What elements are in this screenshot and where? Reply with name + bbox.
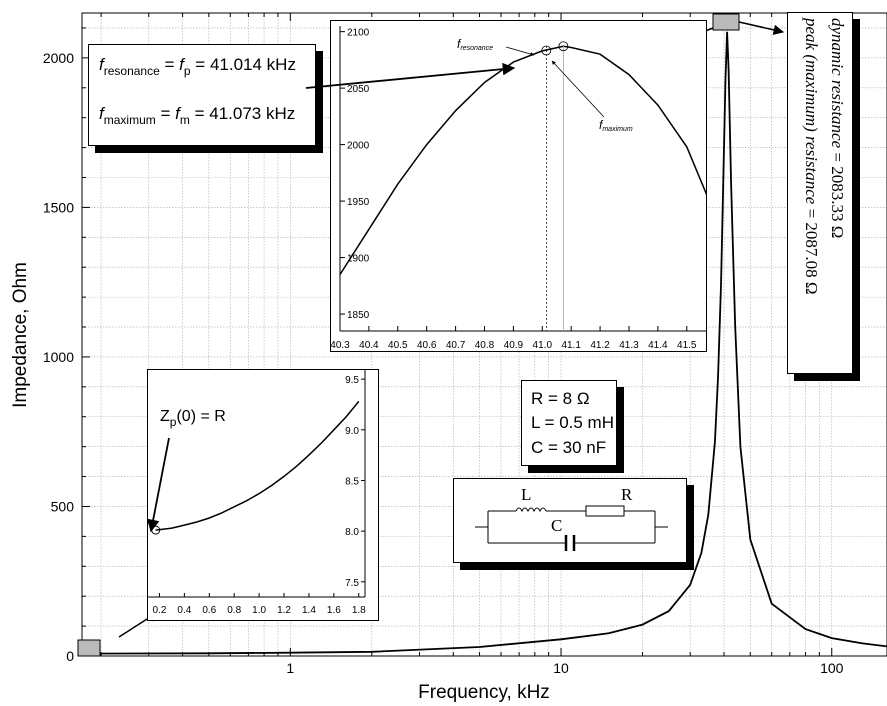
dynamic-resistance: dynamic resistance = 2083.33 Ω xyxy=(828,18,847,239)
f-maximum-label: fmaximum xyxy=(599,118,633,133)
inset-x-tick-label: 40.9 xyxy=(504,340,524,351)
inset-x-tick-label: 40.5 xyxy=(388,340,408,351)
param-r: R = 8 Ω xyxy=(531,389,590,408)
circuit-diagram: L R C xyxy=(475,485,668,551)
param-c: C = 30 nF xyxy=(531,438,607,457)
y-tick-label: 2000 xyxy=(43,50,74,66)
circuit-label-l: L xyxy=(521,485,531,504)
y-tick-label: 1000 xyxy=(43,349,74,365)
low-inset-x-tick-label: 1.0 xyxy=(252,605,266,616)
f-maximum-marker xyxy=(558,41,569,52)
zp0-pointer xyxy=(147,437,170,533)
low-inset-x-tick-label: 0.2 xyxy=(153,605,167,616)
resistance-text: dynamic resistance = 2083.33 Ω peak (max… xyxy=(790,18,850,368)
x-axis-title: Frequency, kHz xyxy=(418,682,550,703)
peak-inset-plot: 40.3 40.4 40.5 40.6 40.7 40.8 40.9 41.0 41.1 41.2… xyxy=(330,26,707,351)
low-inset-y-tick-label: 8.5 xyxy=(345,476,359,487)
zoom-marker-low xyxy=(77,639,101,657)
low-inset-x-tick-label: 1.2 xyxy=(277,605,291,616)
f-maximum-equation: fmaximum = fm = 41.073 kHz xyxy=(99,104,296,127)
inset-x-tick-label: 41.2 xyxy=(590,340,610,351)
low-inset-x-tick-label: 1.8 xyxy=(352,605,366,616)
zoom-marker-peak xyxy=(712,13,740,31)
frequency-box: fresonance = fp = 41.014 kHz fmaximum = … xyxy=(88,44,316,146)
x-tick-label: 10 xyxy=(553,660,569,676)
f-resonance-marker xyxy=(541,45,552,56)
inset-x-tick-label: 40.8 xyxy=(475,340,495,351)
param-l: L = 0.5 mH xyxy=(531,413,614,432)
low-frequency-inset: 0.2 0.4 0.6 0.8 1.0 1.2 1.4 1.6 1.8 7.5 8.0 8.5 9.0 9… xyxy=(147,369,379,621)
low-inset-x-tick-label: 0.6 xyxy=(202,605,216,616)
parameters-box: R = 8 Ω L = 0.5 mH C = 30 nF xyxy=(521,380,617,466)
resistor-icon xyxy=(585,505,625,517)
inset-y-tick-label: 2000 xyxy=(347,141,370,152)
inset-x-tick-label: 41.3 xyxy=(619,340,639,351)
f-resonance-pointer xyxy=(505,46,535,56)
low-inset-plot: 0.2 0.4 0.6 0.8 1.0 1.2 1.4 1.6 1.8 7.5 8.0 8.5 9.0 9… xyxy=(147,369,366,616)
inset-x-tick-label: 41.0 xyxy=(533,340,553,351)
inset-x-tick-label: 40.7 xyxy=(446,340,466,351)
inset-x-tick-label: 41.1 xyxy=(561,340,581,351)
y-tick-label: 0 xyxy=(66,648,74,664)
inset-x-tick-label: 40.3 xyxy=(330,340,350,351)
inset-y-tick-label: 1900 xyxy=(347,254,370,265)
x-tick-label: 1 xyxy=(286,660,294,676)
inductor-icon xyxy=(515,507,547,513)
impedance-curve xyxy=(81,31,887,655)
circuit-label-c: C xyxy=(551,516,562,535)
inset-y-tick-label: 2050 xyxy=(347,84,370,95)
peak-inset-curve xyxy=(339,45,707,275)
low-inset-x-tick-label: 1.6 xyxy=(327,605,341,616)
zp0-label: Zp(0) = R xyxy=(160,408,226,429)
low-inset-y-tick-label: 9.0 xyxy=(345,426,359,437)
low-inset-x-tick-label: 1.4 xyxy=(302,605,316,616)
low-inset-x-tick-label: 0.4 xyxy=(177,605,191,616)
low-inset-curve xyxy=(155,400,360,531)
f-resonance-label: fresonance xyxy=(457,37,493,52)
inset-y-tick-label: 2100 xyxy=(347,28,370,39)
inset-x-tick-label: 41.4 xyxy=(648,340,668,351)
f-resonance-equation: fresonance = fp = 41.014 kHz xyxy=(99,55,296,78)
low-inset-y-tick-label: 9.5 xyxy=(345,375,359,386)
inset-x-tick-label: 41.5 xyxy=(677,340,697,351)
arrow-peak-to-label xyxy=(738,21,785,36)
peak-inset: 40.3 40.4 40.5 40.6 40.7 40.8 40.9 41.0 41.1 41.2… xyxy=(330,20,707,352)
low-inset-y-tick-label: 8.0 xyxy=(345,527,359,538)
inset-y-tick-label: 1850 xyxy=(347,310,370,321)
peak-resistance: peak (maximum) resistance = 2087.08 Ω xyxy=(802,18,821,295)
main-tick-labels: 0 500 1000 1500 2000 1 10 100 xyxy=(43,50,844,676)
circuit-box: L R C xyxy=(453,478,687,563)
y-axis-title: Impedance, Ohm xyxy=(10,262,31,408)
main-plot-frame xyxy=(81,12,887,657)
resistance-box: dynamic resistance = 2083.33 Ω peak (max… xyxy=(787,12,853,374)
x-tick-label: 100 xyxy=(820,660,844,676)
inset-x-tick-label: 40.6 xyxy=(417,340,437,351)
f-maximum-pointer xyxy=(551,60,605,118)
low-inset-x-tick-label: 0.8 xyxy=(227,605,241,616)
inset-x-tick-label: 40.4 xyxy=(359,340,379,351)
low-inset-y-tick-label: 7.5 xyxy=(345,578,359,589)
circuit-label-r: R xyxy=(621,485,633,504)
y-tick-label: 500 xyxy=(51,498,75,514)
inset-y-tick-label: 1950 xyxy=(347,197,370,208)
y-tick-label: 1500 xyxy=(43,199,74,215)
